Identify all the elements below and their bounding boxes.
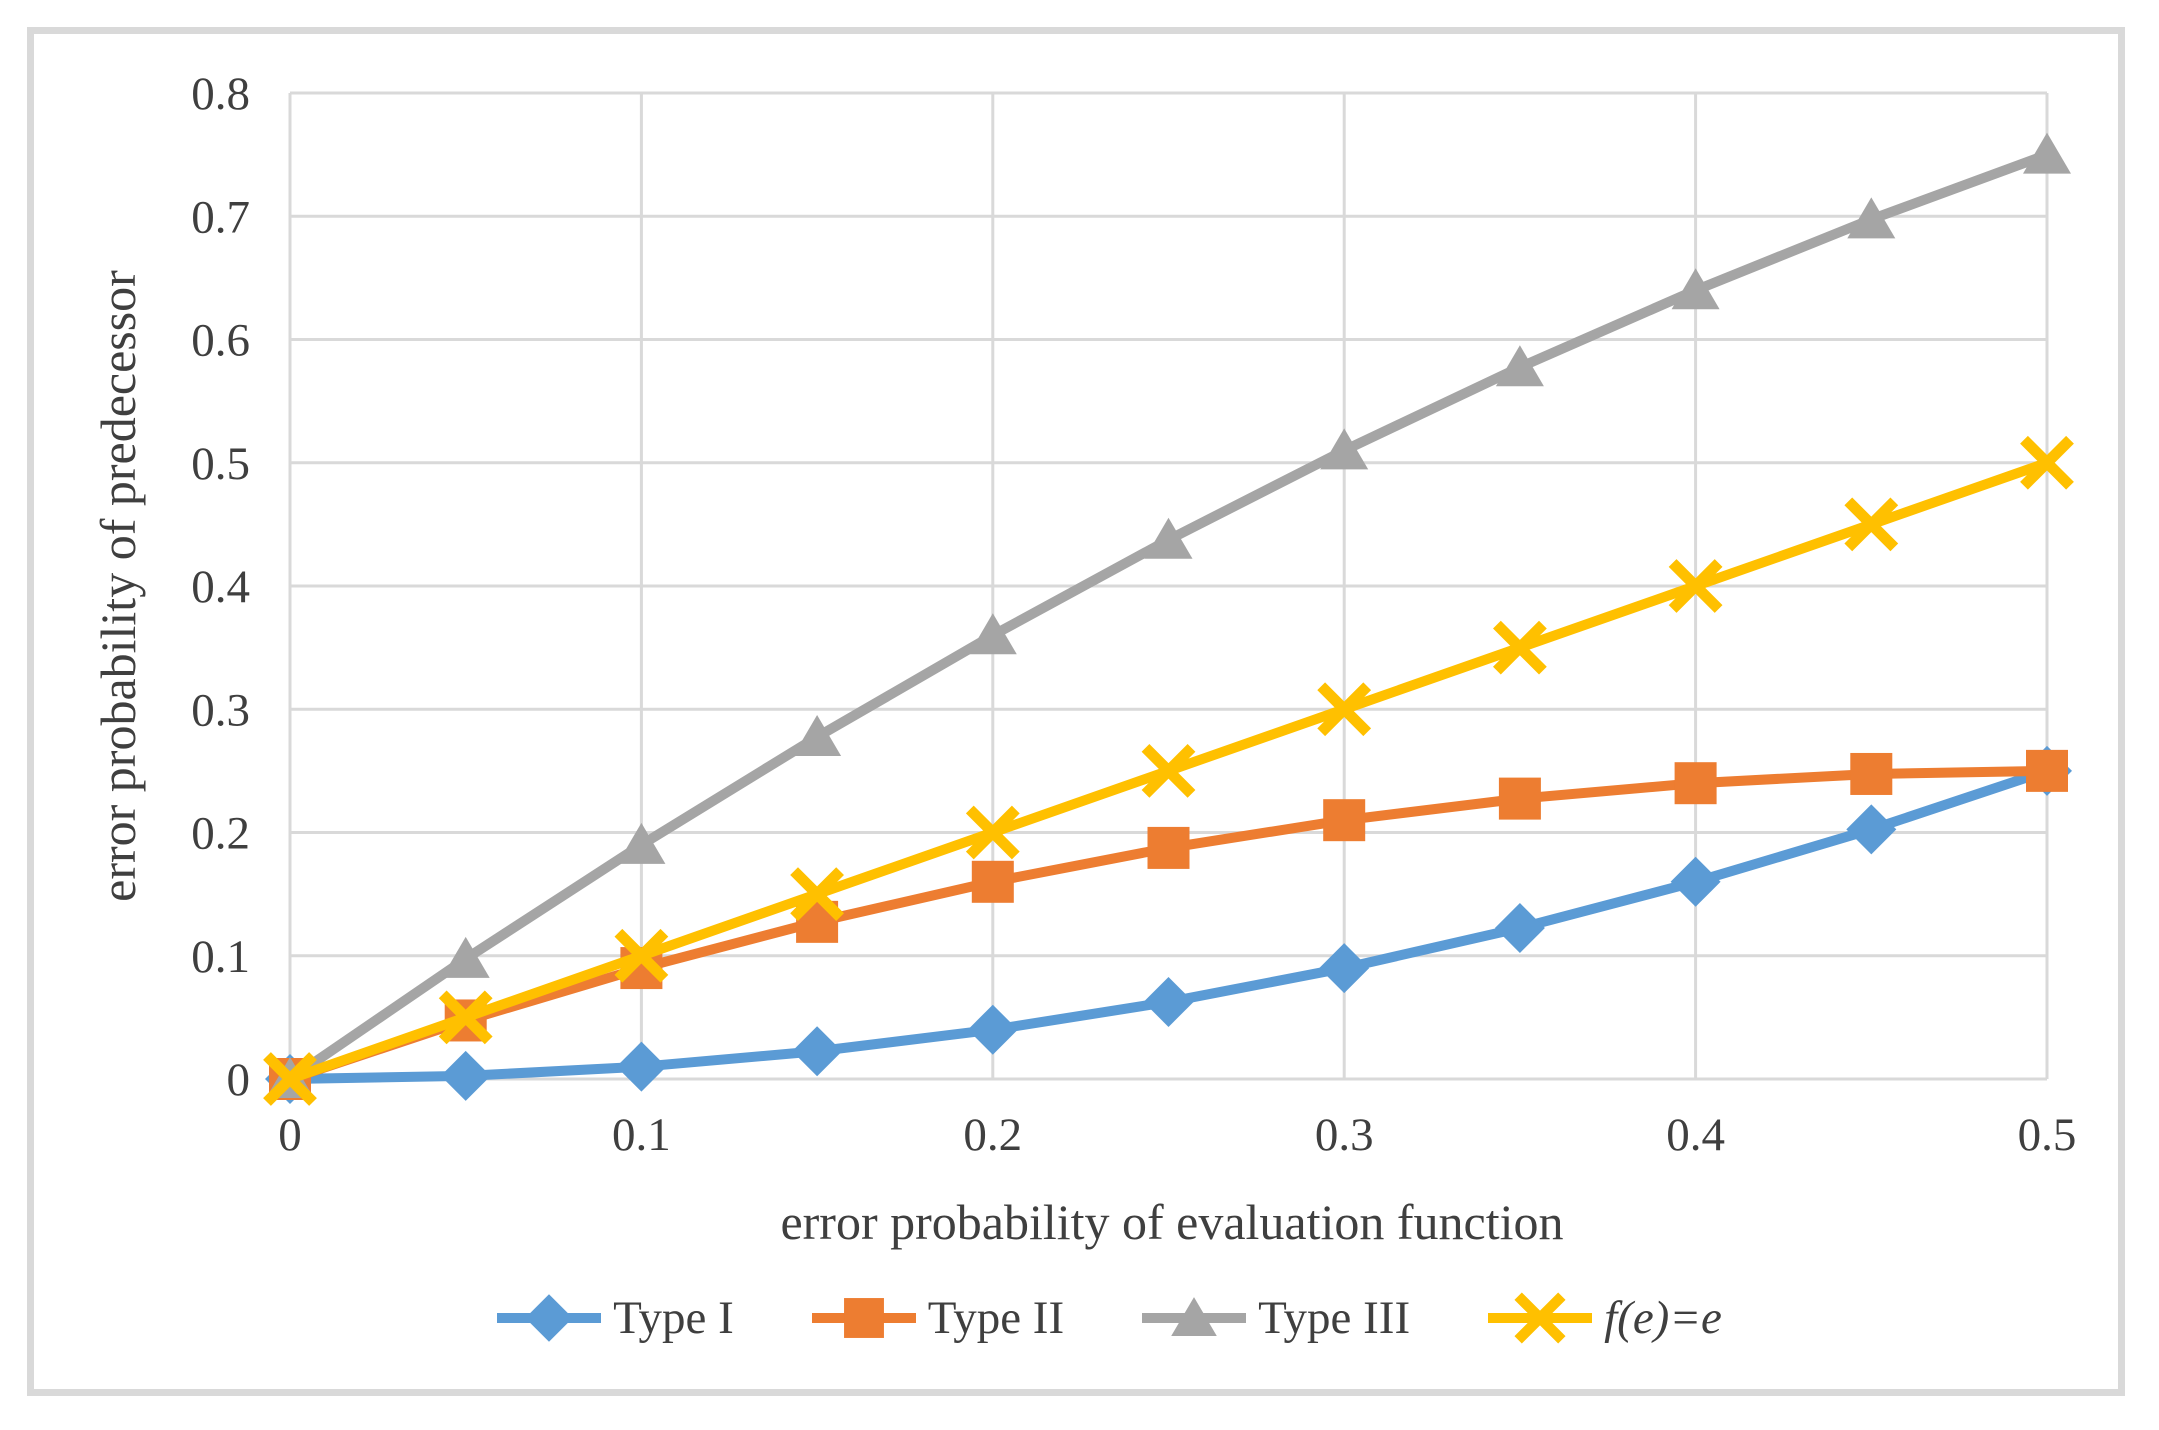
x-marker-icon bbox=[1317, 682, 1372, 737]
triangle-marker-icon bbox=[441, 936, 490, 978]
x-tick-label: 0.5 bbox=[2018, 1109, 2077, 1161]
y-tick-label: 0.6 bbox=[191, 315, 250, 367]
legend-label: f(e)=e bbox=[1604, 1292, 1722, 1344]
square-marker-icon bbox=[1850, 752, 1893, 795]
legend-item: Type I bbox=[497, 1291, 734, 1345]
x-tick-label: 0.4 bbox=[1666, 1109, 1725, 1161]
triangle-marker-icon bbox=[1495, 345, 1544, 387]
triangle-marker-icon bbox=[1171, 1297, 1217, 1337]
y-tick-label: 0.7 bbox=[191, 191, 250, 243]
diamond-marker-icon bbox=[440, 1050, 491, 1101]
diamond-marker-icon bbox=[525, 1294, 573, 1342]
diamond-marker-icon bbox=[1319, 943, 1370, 994]
diamond-marker-icon bbox=[1143, 976, 1194, 1027]
legend-label: Type III bbox=[1258, 1292, 1411, 1344]
diamond-marker-icon bbox=[1670, 856, 1721, 907]
y-tick-label: 0.5 bbox=[191, 438, 250, 490]
x-marker-icon bbox=[438, 990, 493, 1045]
legend-marker-square-icon bbox=[811, 1298, 916, 1338]
y-tick-label: 0.4 bbox=[191, 561, 250, 613]
triangle-marker-icon bbox=[1144, 517, 1193, 559]
diamond-marker-icon bbox=[1494, 903, 1545, 954]
triangle-marker-icon bbox=[617, 822, 666, 864]
series-line bbox=[285, 149, 2052, 1084]
square-marker-icon bbox=[1674, 762, 1717, 805]
diamond-marker-icon bbox=[792, 1026, 843, 1077]
triangle-marker-icon bbox=[968, 613, 1017, 655]
square-marker-icon bbox=[1498, 777, 1541, 820]
diamond-marker-icon bbox=[967, 1004, 1018, 1055]
square-marker-icon bbox=[1323, 799, 1366, 842]
triangle-marker-icon bbox=[2023, 132, 2071, 174]
legend-marker-diamond-icon bbox=[497, 1294, 602, 1342]
series-line bbox=[285, 765, 2052, 1084]
y-tick-label: 0.2 bbox=[191, 808, 250, 860]
legend-label: Type II bbox=[927, 1292, 1065, 1344]
x-marker-icon bbox=[614, 928, 669, 983]
square-marker-icon bbox=[843, 1298, 884, 1338]
x-marker-icon bbox=[1493, 620, 1547, 675]
triangle-marker-icon bbox=[1847, 197, 1896, 239]
legend-marker-x-icon bbox=[1488, 1292, 1593, 1344]
y-tick-label: 0.8 bbox=[191, 68, 250, 120]
triangle-marker-icon bbox=[1671, 268, 1720, 310]
y-tick-label: 0 bbox=[227, 1054, 251, 1106]
x-marker-icon bbox=[263, 1052, 317, 1106]
legend-item: Type III bbox=[1142, 1291, 1410, 1345]
x-marker-icon bbox=[1514, 1292, 1566, 1344]
x-tick-label: 0 bbox=[278, 1109, 302, 1161]
x-marker-icon bbox=[1668, 559, 1723, 613]
y-axis-title: error probability of predecessor bbox=[90, 270, 146, 902]
x-marker-icon bbox=[965, 805, 1020, 860]
diamond-marker-icon bbox=[616, 1041, 667, 1092]
x-marker-icon bbox=[790, 867, 844, 922]
x-marker-icon bbox=[2020, 435, 2074, 490]
legend-item: Type II bbox=[811, 1291, 1065, 1345]
y-tick-label: 0.1 bbox=[191, 931, 250, 983]
x-marker-icon bbox=[1844, 497, 1899, 552]
x-tick-label: 0.1 bbox=[612, 1109, 671, 1161]
square-marker-icon bbox=[1147, 826, 1190, 869]
triangle-marker-icon bbox=[793, 714, 842, 756]
x-axis-title: error probability of evaluation function bbox=[780, 1194, 1564, 1250]
square-marker-icon bbox=[971, 860, 1014, 903]
x-tick-label: 0.2 bbox=[963, 1109, 1022, 1161]
diamond-marker-icon bbox=[1846, 804, 1897, 855]
legend-label: Type I bbox=[613, 1292, 734, 1344]
legend-item: f(e)=e bbox=[1488, 1291, 1722, 1345]
series-line bbox=[285, 765, 2052, 1084]
legend: Type I Type II Type III f(e)=e bbox=[0, 1291, 2159, 1345]
square-marker-icon bbox=[2026, 749, 2068, 792]
y-tick-label: 0.3 bbox=[191, 684, 250, 736]
legend-marker-triangle-icon bbox=[1142, 1297, 1247, 1337]
triangle-marker-icon bbox=[1320, 428, 1369, 470]
x-marker-icon bbox=[1141, 743, 1196, 798]
x-tick-label: 0.3 bbox=[1315, 1109, 1374, 1161]
